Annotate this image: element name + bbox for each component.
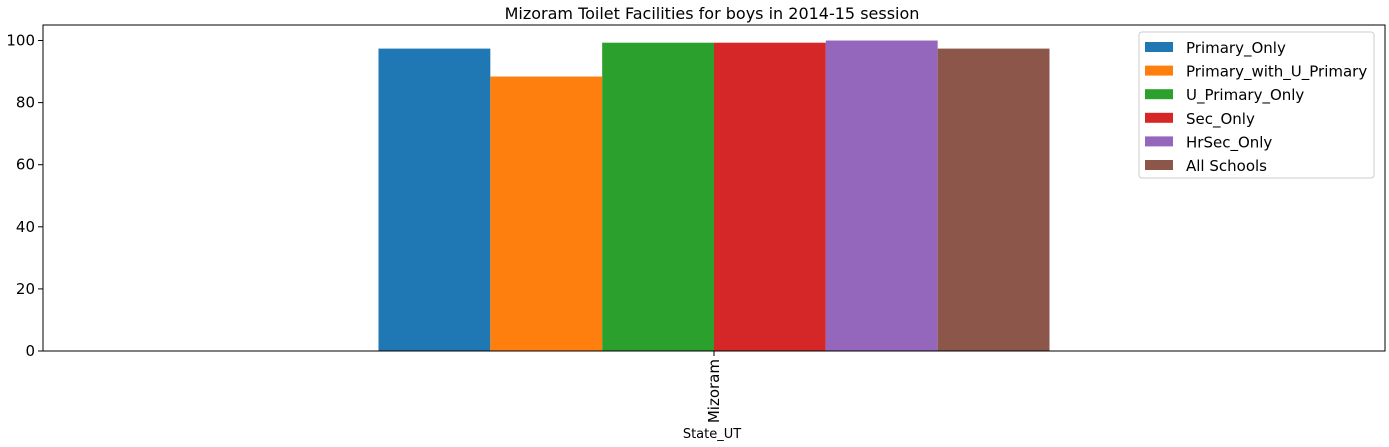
legend-swatch: [1145, 65, 1173, 76]
x-tick-label: Mizoram: [705, 359, 723, 423]
y-axis: 0 20 40 60 80 100: [6, 32, 43, 360]
y-tick-label: 0: [25, 342, 35, 360]
legend: Primary_Only Primary_with_U_Primary U_Prim…: [1138, 31, 1375, 179]
y-tick-label: 40: [16, 218, 35, 236]
legend-swatch: [1145, 112, 1173, 123]
x-axis-label: State_UT: [683, 427, 741, 442]
legend-label: All Schools: [1186, 157, 1267, 175]
x-axis: Mizoram: [705, 351, 723, 423]
chart-title: Mizoram Toilet Facilities for boys in 20…: [505, 4, 920, 23]
legend-swatch: [1145, 42, 1173, 52]
legend-swatch: [1145, 89, 1173, 100]
bar-all-schools: [937, 48, 1050, 351]
legend-label: Sec_Only: [1186, 110, 1255, 129]
bars-group: [378, 40, 1050, 352]
legend-label: Primary_with_U_Primary: [1186, 63, 1367, 82]
legend-swatch: [1145, 136, 1173, 147]
bar-sec-only: [714, 42, 826, 351]
bar-primary-with-u-primary: [490, 76, 603, 351]
legend-label: HrSec_Only: [1186, 133, 1272, 152]
y-tick-label: 80: [16, 94, 35, 112]
legend-swatch: [1145, 160, 1173, 170]
y-tick-label: 20: [16, 280, 35, 298]
legend-label: U_Primary_Only: [1186, 86, 1304, 105]
legend-frame: [1138, 31, 1375, 179]
y-tick-label: 60: [16, 156, 35, 174]
legend-label: Primary_Only: [1186, 39, 1286, 58]
y-tick-label: 100: [6, 32, 35, 50]
bar-primary-only: [378, 48, 491, 351]
bar-hrsec-only: [825, 40, 938, 352]
bar-u-primary-only: [602, 42, 714, 351]
